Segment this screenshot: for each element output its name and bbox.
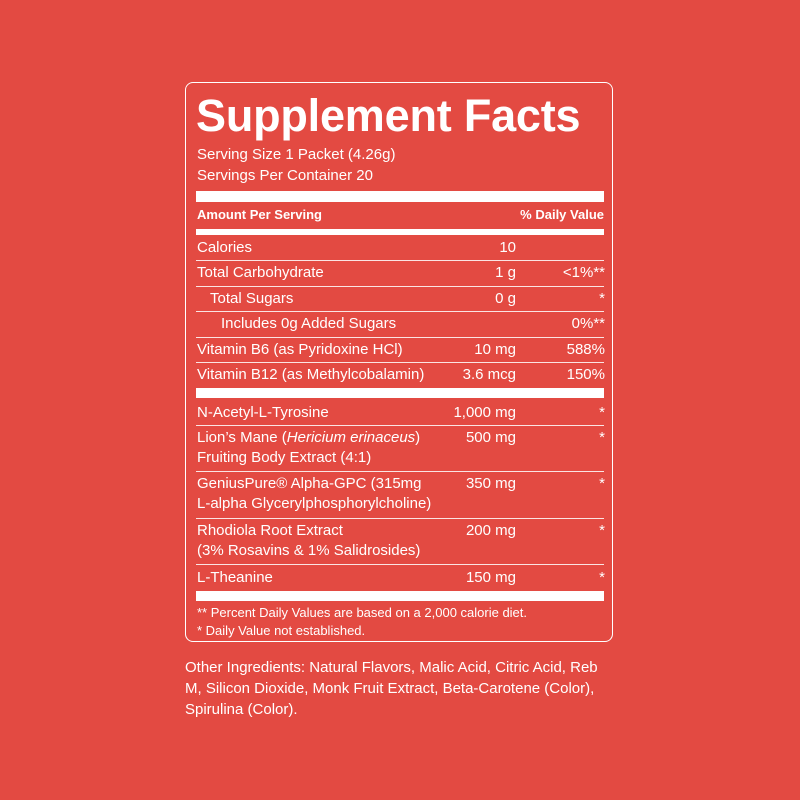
servings-per-container: Servings Per Container 20 [197, 167, 373, 184]
row-amount: 1,000 mg [453, 404, 516, 421]
row-name-start: Lion’s Mane ( [197, 429, 287, 446]
row-daily-value: * [599, 429, 605, 446]
row-name-end: ) [415, 429, 421, 446]
row-amount: 0 g [495, 290, 516, 307]
row-amount: 350 mg [465, 475, 516, 492]
row-daily-value: 588% [566, 341, 605, 358]
row-name-line2: Fruiting Body Extract (4:1) [197, 449, 372, 466]
row-name-line2: L-alpha Glycerylphosphorylcholine) [197, 495, 432, 512]
row-divider [196, 518, 604, 519]
row-name: Total Sugars [210, 290, 294, 307]
row-divider [196, 337, 604, 338]
row-name: Lion’s Mane (Hericium erinaceus) [197, 428, 420, 448]
row-daily-value: 0%** [571, 315, 605, 332]
thick-divider-top [196, 191, 604, 202]
row-amount: 500 mg [465, 429, 516, 446]
row-name: Vitamin B6 (as Pyridoxine HCl) [197, 341, 403, 358]
row-name: L-Theanine [197, 569, 273, 586]
row-name-line2: (3% Rosavins & 1% Salidrosides) [197, 542, 421, 559]
thick-divider-bottom [196, 591, 604, 601]
row-divider [196, 425, 604, 426]
row-name: N-Acetyl-L-Tyrosine [197, 404, 329, 421]
footnote-not-established: * Daily Value not established. [197, 623, 366, 638]
row-name: GeniusPure® Alpha-GPC (315mg [197, 475, 422, 492]
row-name: Calories [197, 239, 253, 256]
serving-size: Serving Size 1 Packet (4.26g) [197, 146, 396, 163]
row-daily-value: * [599, 290, 605, 307]
row-name: Rhodiola Root Extract [197, 522, 343, 539]
row-daily-value: 150% [566, 366, 605, 383]
row-amount: 200 mg [465, 522, 516, 539]
medium-divider [196, 229, 604, 235]
row-name: Total Carbohydrate [197, 264, 324, 281]
other-ingredients: Other Ingredients: Natural Flavors, Mali… [185, 659, 598, 718]
header-daily-value: % Daily Value [520, 207, 604, 222]
supplement-facts-panel [185, 82, 613, 642]
header-amount-per-serving: Amount Per Serving [197, 207, 322, 222]
row-amount: 1 g [495, 264, 516, 281]
thick-divider-middle [196, 388, 604, 398]
row-divider [196, 311, 604, 312]
row-name: Includes 0g Added Sugars [221, 315, 397, 332]
row-amount: 10 [499, 239, 516, 256]
row-name-italic: Hericium erinaceus [286, 429, 416, 446]
row-divider [196, 471, 604, 472]
row-divider [196, 362, 604, 363]
row-divider [196, 564, 604, 565]
row-amount: 10 mg [474, 341, 516, 358]
row-name: Vitamin B12 (as Methylcobalamin) [197, 366, 425, 383]
label-title: Supplement Facts [196, 90, 581, 141]
row-daily-value: <1%** [562, 264, 605, 281]
row-amount: 150 mg [465, 569, 516, 586]
row-daily-value: * [599, 404, 605, 421]
row-amount: 3.6 mcg [462, 366, 516, 383]
row-daily-value: * [599, 569, 605, 586]
row-daily-value: * [599, 475, 605, 492]
row-daily-value: * [599, 522, 605, 539]
row-divider [196, 286, 604, 287]
footnote-daily-values: ** Percent Daily Values are based on a 2… [197, 605, 528, 620]
row-divider [196, 260, 604, 261]
